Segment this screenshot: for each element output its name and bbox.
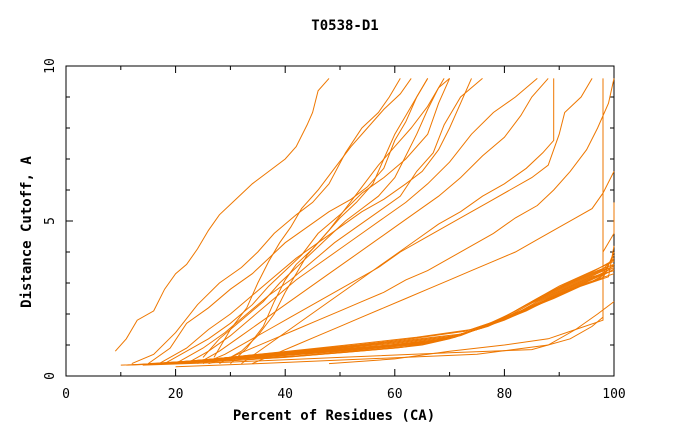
y-tick-label: 0 <box>43 372 58 380</box>
chart-title: T0538-D1 <box>311 18 378 34</box>
series-line <box>329 78 603 363</box>
y-axis-label: Distance Cutoff, A <box>19 156 35 308</box>
x-tick-label: 20 <box>168 387 184 402</box>
y-tick-label: 5 <box>43 217 58 225</box>
series-line <box>203 78 592 363</box>
x-tick-label: 40 <box>277 387 293 402</box>
series-line <box>176 78 483 363</box>
series-line <box>148 78 428 363</box>
y-tick-label: 10 <box>43 58 58 74</box>
x-tick-label: 60 <box>387 387 403 402</box>
x-tick-label: 80 <box>497 387 513 402</box>
series-layer <box>115 78 614 366</box>
series-line <box>132 264 614 364</box>
plot-frame <box>66 66 614 376</box>
series-line <box>154 271 614 364</box>
x-tick-label: 100 <box>602 387 625 402</box>
series-line <box>219 78 427 363</box>
x-tick-label: 0 <box>62 387 70 402</box>
x-axis-label: Percent of Residues (CA) <box>233 408 435 424</box>
series-line <box>165 78 450 363</box>
series-line <box>214 78 411 357</box>
